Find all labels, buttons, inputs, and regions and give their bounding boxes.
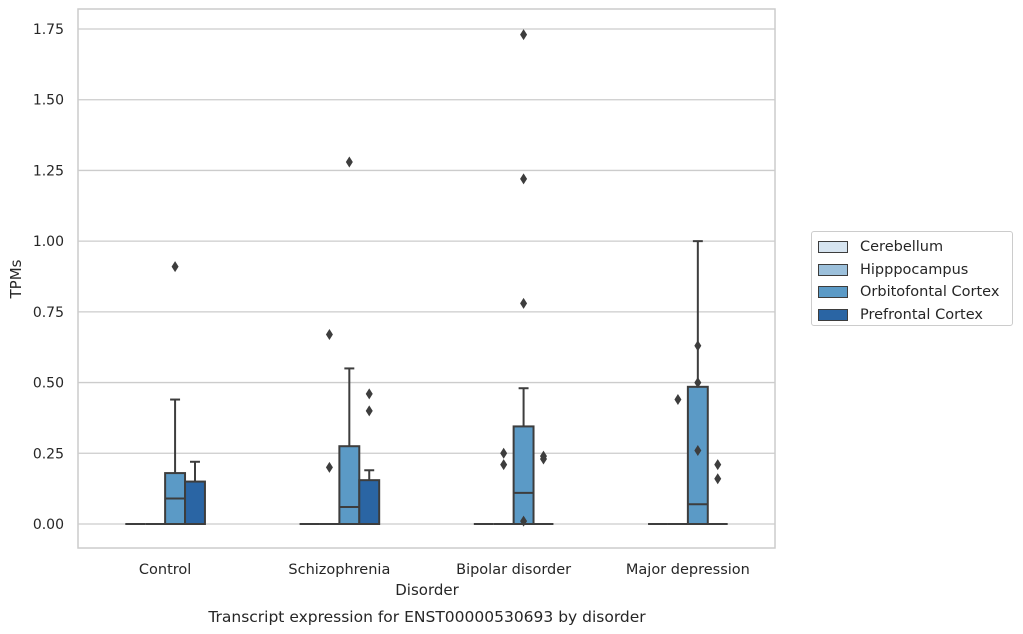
y-axis-ticks: 0.00 0.25 0.50 0.75 1.00 1.25 1.50 1.75: [33, 22, 64, 533]
box-iqr: [512, 425, 535, 525]
box-prefrontal-cortex: [184, 460, 206, 526]
outlier-point: [694, 340, 702, 352]
outlier-point: [325, 328, 333, 340]
outlier-point: [539, 450, 547, 462]
box-prefrontal-cortex: [533, 450, 554, 525]
outlier-point: [365, 405, 373, 417]
x-tick-label: Schizophrenia: [288, 562, 390, 578]
y-axis-label: TPMs: [7, 259, 25, 299]
legend-label: Orbitofontal Cortex: [860, 284, 1000, 301]
outlier-point: [520, 297, 528, 309]
box-orbitofontal-cortex: [512, 29, 535, 527]
box-hipppocampus: [319, 328, 340, 525]
box-hipppocampus: [493, 447, 514, 525]
outlier-point: [694, 377, 702, 389]
outlier-point: [325, 461, 333, 473]
box-iqr: [358, 479, 381, 525]
outlier-point: [714, 473, 722, 485]
box-prefrontal-cortex: [358, 388, 381, 525]
box-hipppocampus: [667, 394, 688, 525]
y-tick-label: 1.25: [33, 163, 64, 179]
box-orbitofontal-cortex: [686, 240, 709, 526]
y-tick-label: 1.00: [33, 234, 64, 250]
x-tick-label: Bipolar disorder: [456, 562, 571, 578]
legend-swatch: [818, 308, 848, 321]
outlier-point: [520, 29, 528, 41]
x-axis-ticks: Control Schizophrenia Bipolar disorder Majo…: [139, 562, 750, 578]
legend-item: Hipppocampus: [818, 259, 1012, 282]
outlier-point: [171, 261, 179, 273]
legend-swatch: [818, 263, 848, 276]
outlier-point: [520, 173, 528, 185]
legend-swatch: [818, 286, 848, 299]
outlier-point: [694, 444, 702, 456]
y-tick-label: 0.75: [33, 305, 64, 321]
x-tick-label: Major depression: [626, 562, 750, 578]
plot-area-frame: [77, 8, 776, 549]
gridlines: [78, 28, 775, 525]
box-iqr: [338, 445, 361, 526]
legend-swatch: [818, 241, 848, 254]
legend-label: Prefrontal Cortex: [860, 306, 983, 323]
x-tick-label: Control: [139, 562, 191, 578]
outlier-point: [674, 394, 682, 406]
y-tick-label: 0.50: [33, 376, 64, 392]
legend-item: Cerebellum: [818, 236, 1012, 259]
box-iqr: [184, 480, 206, 526]
outlier-point: [500, 447, 508, 459]
chart-caption: Transcript expression for ENST0000053069…: [207, 608, 646, 626]
legend: Cerebellum Hipppocampus Orbitofontal Corte…: [811, 231, 1013, 326]
legend-label: Hipppocampus: [860, 261, 969, 278]
legend-item: Prefrontal Cortex: [818, 304, 1012, 327]
y-tick-label: 1.50: [33, 93, 64, 109]
outlier-point: [714, 459, 722, 471]
outlier-point: [520, 515, 528, 527]
box-plot-marks: [125, 29, 728, 527]
y-tick-label: 0.25: [33, 446, 64, 462]
outlier-point: [365, 388, 373, 400]
y-tick-label: 1.75: [33, 22, 64, 38]
y-tick-label: 0.00: [33, 517, 64, 533]
box-prefrontal-cortex: [707, 459, 728, 525]
box-orbitofontal-cortex: [338, 156, 361, 526]
box-orbitofontal-cortex: [164, 261, 187, 526]
x-axis-label: Disorder: [395, 581, 459, 599]
outlier-point: [345, 156, 353, 168]
legend-label: Cerebellum: [860, 239, 944, 256]
outlier-point: [500, 459, 508, 471]
legend-item: Orbitofontal Cortex: [818, 281, 1012, 304]
